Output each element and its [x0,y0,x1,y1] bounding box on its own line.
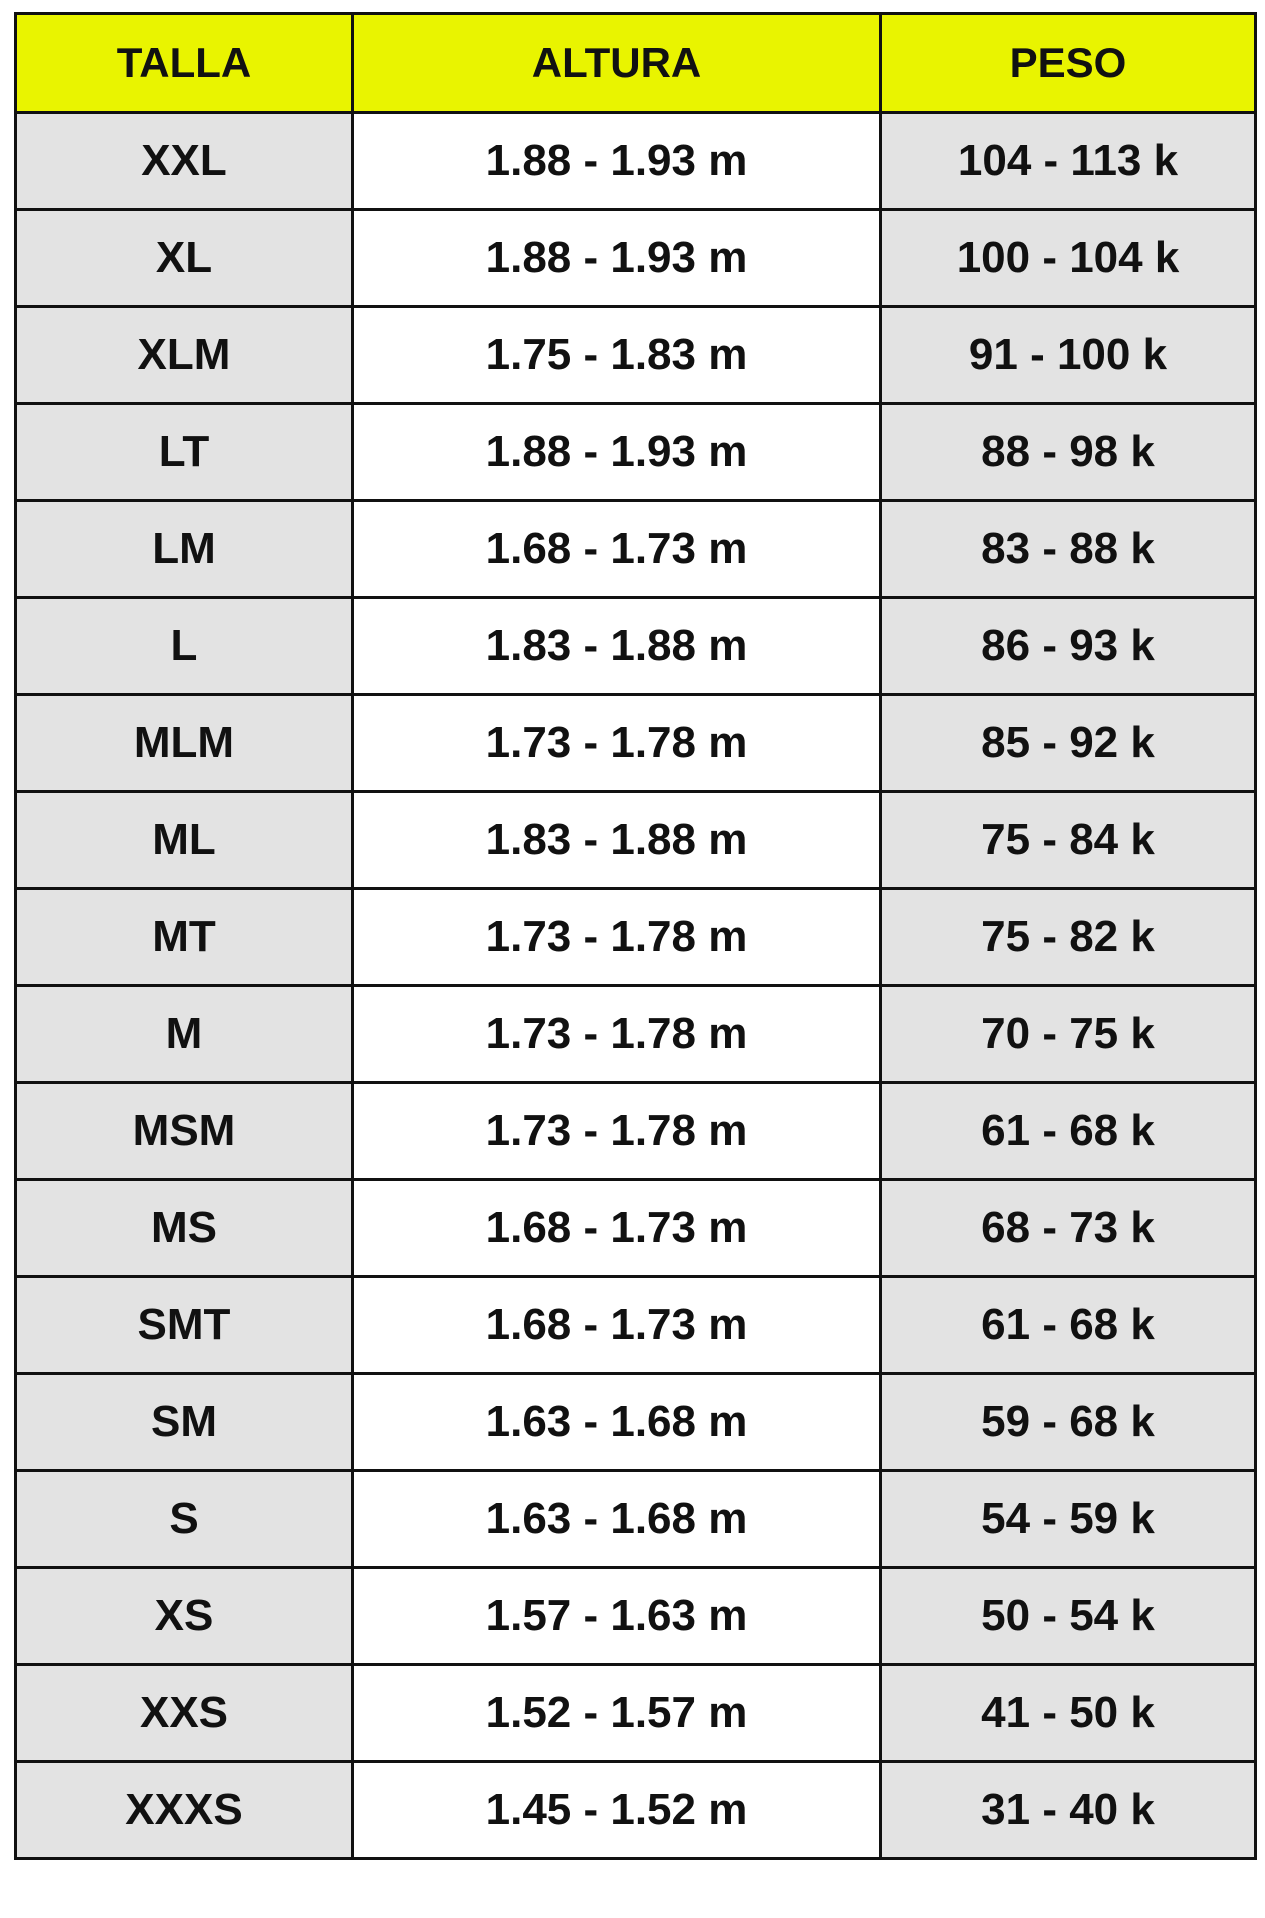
talla-cell: S [14,1469,354,1569]
talla-cell: LM [14,499,354,599]
table-row: S 1.63 - 1.68 m 54 - 59 k [14,1469,1257,1569]
table-row: MS 1.68 - 1.73 m 68 - 73 k [14,1178,1257,1278]
peso-cell: 61 - 68 k [879,1275,1257,1375]
altura-cell: 1.83 - 1.88 m [351,596,882,696]
altura-cell: 1.52 - 1.57 m [351,1663,882,1763]
peso-cell: 100 - 104 k [879,208,1257,308]
talla-cell: XXXS [14,1760,354,1860]
altura-cell: 1.73 - 1.78 m [351,1081,882,1181]
peso-cell: 31 - 40 k [879,1760,1257,1860]
talla-cell: MT [14,887,354,987]
size-chart-table: TALLA ALTURA PESO XXL 1.88 - 1.93 m 104 - … [14,12,1257,1860]
peso-cell: 83 - 88 k [879,499,1257,599]
altura-cell: 1.45 - 1.52 m [351,1760,882,1860]
talla-cell: XXL [14,111,354,211]
peso-cell: 85 - 92 k [879,693,1257,793]
table-row: XXS 1.52 - 1.57 m 41 - 50 k [14,1663,1257,1763]
talla-cell: MLM [14,693,354,793]
peso-cell: 54 - 59 k [879,1469,1257,1569]
peso-cell: 68 - 73 k [879,1178,1257,1278]
table-header: TALLA ALTURA PESO [14,12,1257,114]
table-row: XXL 1.88 - 1.93 m 104 - 113 k [14,111,1257,211]
peso-cell: 41 - 50 k [879,1663,1257,1763]
table-row: MT 1.73 - 1.78 m 75 - 82 k [14,887,1257,987]
altura-cell: 1.57 - 1.63 m [351,1566,882,1666]
talla-cell: L [14,596,354,696]
altura-cell: 1.73 - 1.78 m [351,693,882,793]
peso-cell: 75 - 82 k [879,887,1257,987]
header-row: TALLA ALTURA PESO [14,12,1257,114]
peso-cell: 88 - 98 k [879,402,1257,502]
peso-cell: 70 - 75 k [879,984,1257,1084]
table-row: LT 1.88 - 1.93 m 88 - 98 k [14,402,1257,502]
talla-cell: SM [14,1372,354,1472]
altura-cell: 1.63 - 1.68 m [351,1372,882,1472]
peso-cell: 86 - 93 k [879,596,1257,696]
altura-cell: 1.68 - 1.73 m [351,499,882,599]
altura-cell: 1.83 - 1.88 m [351,790,882,890]
table-row: XL 1.88 - 1.93 m 100 - 104 k [14,208,1257,308]
talla-cell: ML [14,790,354,890]
altura-cell: 1.73 - 1.78 m [351,984,882,1084]
altura-cell: 1.73 - 1.78 m [351,887,882,987]
peso-cell: 104 - 113 k [879,111,1257,211]
table-row: XS 1.57 - 1.63 m 50 - 54 k [14,1566,1257,1666]
table-row: XXXS 1.45 - 1.52 m 31 - 40 k [14,1760,1257,1860]
talla-cell: XL [14,208,354,308]
talla-cell: XS [14,1566,354,1666]
peso-cell: 59 - 68 k [879,1372,1257,1472]
header-peso: PESO [879,12,1257,114]
table-row: LM 1.68 - 1.73 m 83 - 88 k [14,499,1257,599]
talla-cell: MS [14,1178,354,1278]
altura-cell: 1.68 - 1.73 m [351,1275,882,1375]
table-row: MSM 1.73 - 1.78 m 61 - 68 k [14,1081,1257,1181]
altura-cell: 1.88 - 1.93 m [351,111,882,211]
table-row: XLM 1.75 - 1.83 m 91 - 100 k [14,305,1257,405]
altura-cell: 1.68 - 1.73 m [351,1178,882,1278]
table-row: MLM 1.73 - 1.78 m 85 - 92 k [14,693,1257,793]
table-row: ML 1.83 - 1.88 m 75 - 84 k [14,790,1257,890]
peso-cell: 91 - 100 k [879,305,1257,405]
table-row: L 1.83 - 1.88 m 86 - 93 k [14,596,1257,696]
peso-cell: 61 - 68 k [879,1081,1257,1181]
table-row: SM 1.63 - 1.68 m 59 - 68 k [14,1372,1257,1472]
talla-cell: M [14,984,354,1084]
peso-cell: 75 - 84 k [879,790,1257,890]
altura-cell: 1.63 - 1.68 m [351,1469,882,1569]
table-row: M 1.73 - 1.78 m 70 - 75 k [14,984,1257,1084]
table-body: XXL 1.88 - 1.93 m 104 - 113 k XL 1.88 - 1.93… [14,111,1257,1860]
talla-cell: MSM [14,1081,354,1181]
altura-cell: 1.75 - 1.83 m [351,305,882,405]
altura-cell: 1.88 - 1.93 m [351,402,882,502]
peso-cell: 50 - 54 k [879,1566,1257,1666]
table-row: SMT 1.68 - 1.73 m 61 - 68 k [14,1275,1257,1375]
talla-cell: SMT [14,1275,354,1375]
header-altura: ALTURA [351,12,882,114]
talla-cell: XLM [14,305,354,405]
header-talla: TALLA [14,12,354,114]
talla-cell: LT [14,402,354,502]
talla-cell: XXS [14,1663,354,1763]
altura-cell: 1.88 - 1.93 m [351,208,882,308]
